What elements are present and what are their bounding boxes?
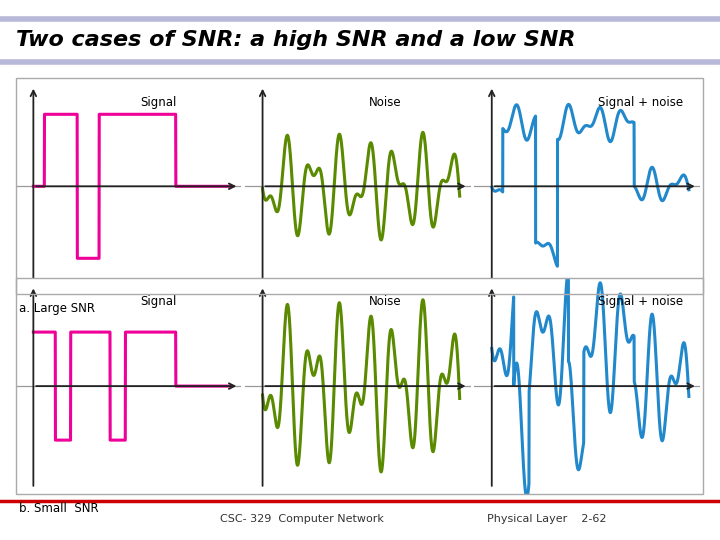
Text: a. Large SNR: a. Large SNR (19, 302, 96, 315)
Text: Signal + noise: Signal + noise (598, 96, 683, 109)
Text: Signal: Signal (140, 295, 176, 308)
Text: Noise: Noise (369, 96, 402, 109)
Text: Noise: Noise (369, 295, 402, 308)
Text: CSC- 329  Computer Network: CSC- 329 Computer Network (220, 515, 384, 524)
Text: Signal + noise: Signal + noise (598, 295, 683, 308)
Text: Two cases of SNR: a high SNR and a low SNR: Two cases of SNR: a high SNR and a low S… (16, 30, 575, 51)
Text: Physical Layer    2-62: Physical Layer 2-62 (487, 515, 607, 524)
Text: b. Small  SNR: b. Small SNR (19, 502, 99, 515)
Text: Signal: Signal (140, 96, 176, 109)
